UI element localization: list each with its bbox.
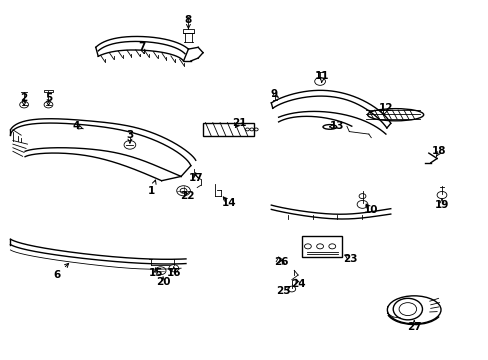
Text: 19: 19 [434, 200, 448, 210]
Text: 1: 1 [148, 186, 155, 196]
Bar [44, 90, 53, 93]
Text: 10: 10 [363, 206, 378, 216]
Text: 7: 7 [138, 42, 145, 52]
Text: 13: 13 [329, 121, 344, 131]
Text: 23: 23 [343, 254, 357, 264]
Bar [183, 29, 193, 33]
Text: 26: 26 [273, 257, 288, 267]
Text: 21: 21 [232, 118, 246, 128]
Text: 15: 15 [148, 268, 163, 278]
Text: 20: 20 [156, 277, 170, 287]
Bar [302, 236, 341, 257]
Text: 18: 18 [431, 146, 446, 156]
Text: 27: 27 [406, 322, 421, 332]
Text: 12: 12 [378, 103, 392, 113]
Text: 17: 17 [188, 173, 203, 183]
Text: 5: 5 [45, 93, 52, 103]
Text: 4: 4 [72, 121, 80, 131]
Bar [203, 123, 254, 136]
Text: 11: 11 [315, 71, 329, 81]
Text: 22: 22 [180, 191, 194, 201]
Text: 9: 9 [270, 89, 277, 99]
Text: 25: 25 [276, 286, 290, 296]
Text: 16: 16 [166, 268, 181, 278]
Text: 6: 6 [53, 270, 61, 280]
Text: 14: 14 [221, 198, 236, 208]
Text: 24: 24 [290, 279, 305, 289]
Text: 8: 8 [184, 15, 192, 26]
Text: 2: 2 [20, 93, 28, 103]
Text: 3: 3 [126, 130, 133, 140]
